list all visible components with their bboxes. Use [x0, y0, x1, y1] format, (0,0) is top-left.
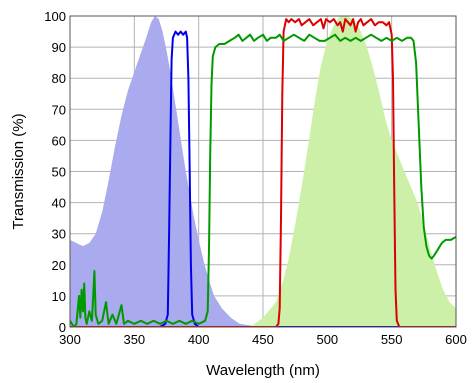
series-line-4 — [70, 18, 456, 327]
x-tick-labels: 300 350 400 450 500 550 600 — [59, 332, 467, 347]
y-tick-label: 10 — [52, 289, 66, 304]
y-tick-label: 50 — [52, 165, 66, 180]
y-axis-title: Transmission (%) — [10, 113, 27, 229]
x-tick-label: 500 — [316, 332, 338, 347]
x-tick-label: 400 — [188, 332, 210, 347]
area-layer — [70, 16, 456, 327]
line-layer — [70, 18, 456, 327]
x-tick-label: 550 — [381, 332, 403, 347]
filled-area-1 — [70, 16, 263, 327]
filled-area-2 — [250, 16, 456, 327]
series-line-3 — [70, 30, 456, 327]
x-tick-label: 300 — [59, 332, 81, 347]
y-tick-label: 80 — [52, 71, 66, 86]
y-tick-label: 30 — [52, 227, 66, 242]
plot-frame — [69, 15, 457, 328]
y-tick-label: 100 — [44, 9, 66, 24]
x-tick-label: 450 — [252, 332, 274, 347]
y-tick-label: 60 — [52, 133, 66, 148]
series-line-5 — [70, 33, 456, 327]
y-tick-label: 0 — [59, 320, 66, 335]
x-tick-label: 600 — [445, 332, 467, 347]
y-tick-label: 20 — [52, 258, 66, 273]
y-tick-label: 70 — [52, 102, 66, 117]
y-tick-label: 40 — [52, 196, 66, 211]
x-tick-label: 350 — [123, 332, 145, 347]
y-tick-labels: 0 10 20 30 40 50 60 70 80 90 100 — [44, 9, 66, 335]
x-axis-title: Wavelength (nm) — [206, 362, 320, 379]
y-tick-label: 90 — [52, 40, 66, 55]
